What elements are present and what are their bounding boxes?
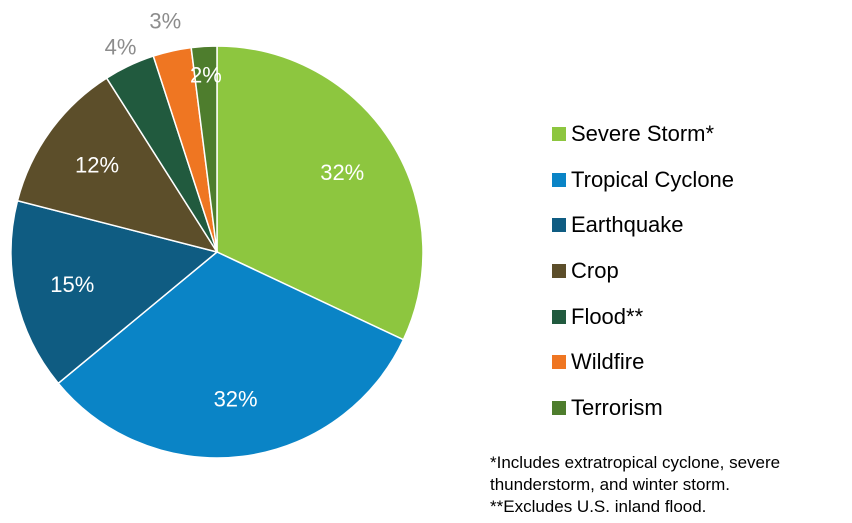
footnote-line: thunderstorm, and winter storm.: [490, 475, 730, 494]
chart-footnotes: *Includes extratropical cyclone, severe …: [490, 452, 852, 518]
footnote-line: *Includes extratropical cyclone, severe: [490, 453, 781, 472]
legend-item-terrorism: Terrorism: [552, 385, 734, 431]
pie-slice-tropical-cyclone: [57, 251, 405, 459]
chart-legend: Severe Storm* Tropical Cyclone Earthquak…: [552, 111, 734, 431]
legend-swatch-crop: [552, 263, 566, 278]
data-label: 32%: [320, 160, 364, 185]
footnote-line: **Excludes U.S. inland flood.: [490, 497, 707, 516]
legend-item-tropical-cyclone: Tropical Cyclone: [552, 157, 734, 203]
data-label: 15%: [50, 272, 94, 297]
legend-label: Severe Storm*: [571, 120, 715, 146]
legend-swatch-earthquake: [552, 218, 566, 233]
legend-swatch-severe-storm: [552, 126, 566, 141]
data-label: 32%: [214, 387, 258, 412]
pie-slice-earthquake: [10, 199, 219, 385]
data-label: 4%: [105, 34, 137, 59]
legend-item-severe-storm: Severe Storm*: [552, 111, 734, 157]
legend-label: Terrorism: [571, 394, 663, 420]
legend-item-flood: Flood**: [552, 294, 734, 340]
legend-item-wildfire: Wildfire: [552, 339, 734, 385]
legend-swatch-terrorism: [552, 400, 566, 415]
legend-label: Earthquake: [571, 212, 684, 238]
legend-label: Crop: [571, 257, 619, 283]
pie-slices: [10, 45, 424, 459]
legend-label: Tropical Cyclone: [571, 166, 735, 192]
legend-swatch-flood: [552, 309, 566, 324]
legend-item-crop: Crop: [552, 248, 734, 294]
legend-swatch-wildfire: [552, 355, 566, 370]
data-label: 3%: [149, 8, 181, 33]
pie-slice-terrorism: [190, 45, 218, 253]
pie-data-labels: 32% 32% 15% 12% 4% 3% 2%: [50, 8, 364, 411]
legend-label: Wildfire: [571, 349, 645, 375]
legend-item-earthquake: Earthquake: [552, 202, 734, 248]
legend-label: Flood**: [571, 303, 644, 329]
data-label: 12%: [75, 152, 119, 177]
pie-slice-severe-storm: [216, 45, 424, 341]
data-label: 2%: [190, 63, 222, 88]
pie-slice-crop: [16, 77, 219, 254]
legend-swatch-tropical-cyclone: [552, 172, 566, 187]
